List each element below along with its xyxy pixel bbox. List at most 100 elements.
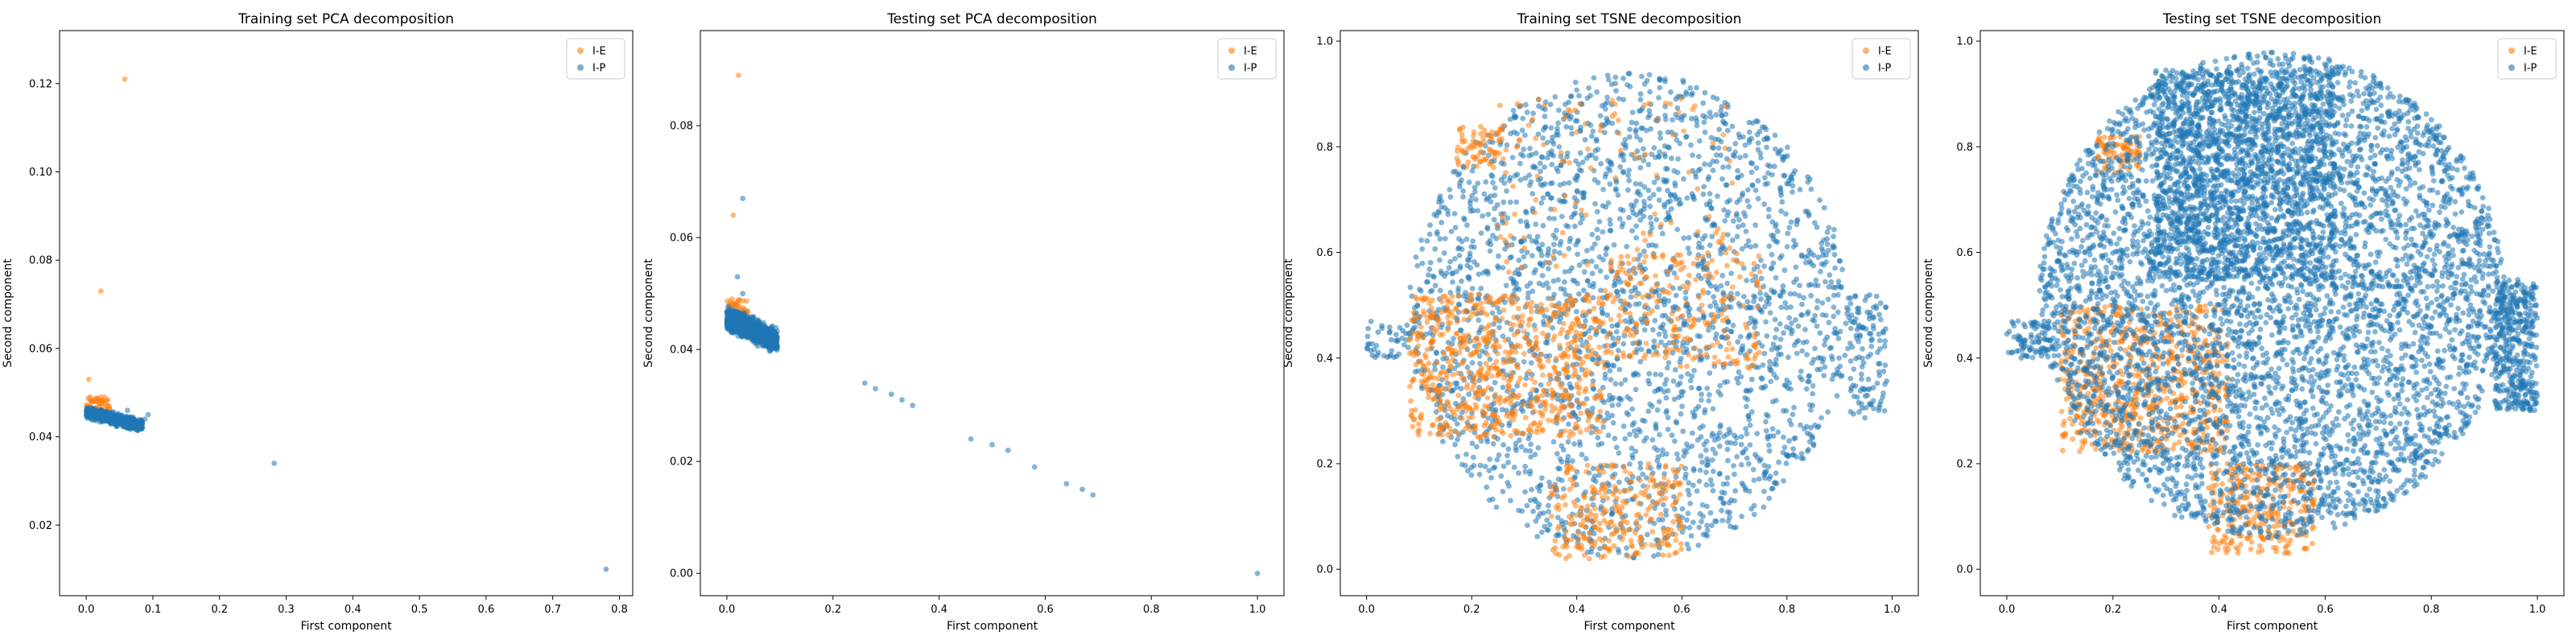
data-point [1686, 234, 1692, 241]
data-point [1424, 237, 1430, 244]
data-point [1685, 487, 1691, 493]
data-point [1662, 328, 1668, 335]
chart-title: Training set PCA decomposition [237, 11, 454, 27]
data-point [1724, 446, 1731, 452]
data-point [1641, 199, 1647, 204]
data-point [1507, 199, 1513, 205]
data-point [1685, 371, 1690, 377]
data-point [1661, 389, 1667, 395]
data-point [1612, 74, 1619, 80]
data-point [1489, 496, 1496, 502]
data-point [1630, 210, 1637, 216]
data-point [1768, 378, 1774, 385]
data-point [1639, 73, 1645, 80]
data-point [1716, 443, 1723, 449]
data-point [1688, 533, 1695, 539]
data-point [1738, 462, 1744, 468]
chart-panel-2: 0.0 0.2 0.4 0.6 0.8 1.00.000.020.040.060.08Te… [642, 11, 1285, 633]
data-point [1763, 319, 1769, 325]
data-point [93, 410, 100, 416]
data-point [1761, 350, 1768, 357]
data-point [1454, 384, 1460, 390]
data-point [1717, 382, 1724, 389]
data-point [1709, 433, 1715, 439]
data-point [1882, 381, 1888, 387]
data-point [1740, 134, 1746, 140]
data-point [1657, 130, 1663, 136]
data-point [1550, 141, 1557, 147]
data-point [1631, 202, 1637, 208]
data-point [1427, 222, 1433, 229]
data-point [1802, 208, 1809, 215]
series-i-e [724, 72, 751, 324]
data-point [1664, 365, 1670, 371]
data-point [1862, 297, 1868, 303]
data-point [1776, 459, 1782, 465]
data-point [1824, 241, 1831, 247]
data-point [1504, 188, 1509, 194]
data-point [1718, 108, 1724, 114]
data-point [1637, 464, 1644, 471]
data-point [1554, 126, 1560, 131]
data-point [1485, 270, 1491, 277]
data-point [1455, 285, 1462, 291]
data-point [1806, 378, 1812, 385]
data-point [1637, 165, 1644, 171]
data-point [1633, 235, 1639, 241]
data-point [1639, 417, 1645, 423]
data-point [1725, 457, 1731, 464]
data-point [1603, 246, 1609, 252]
data-point [1761, 263, 1767, 270]
data-point [768, 334, 774, 341]
data-point [1557, 182, 1563, 188]
legend: I-EI-P [566, 38, 625, 80]
data-point [1483, 179, 1489, 185]
data-point [1557, 466, 1563, 472]
data-point [93, 415, 99, 421]
data-point [1577, 150, 1583, 156]
data-point [1713, 152, 1719, 159]
data-point [1654, 304, 1660, 310]
data-point [1665, 144, 1671, 151]
legend-label: I-E [592, 46, 606, 58]
data-point [1746, 204, 1752, 210]
data-point [1876, 404, 1882, 411]
data-point [1566, 421, 1571, 427]
data-point [1555, 120, 1561, 126]
data-point [1880, 394, 1886, 400]
data-point [1842, 353, 1848, 358]
data-point [1513, 440, 1519, 447]
data-point [1778, 253, 1785, 259]
data-point [1748, 409, 1755, 415]
data-point [1608, 377, 1614, 383]
data-point [1530, 164, 1536, 171]
data-point [1455, 453, 1461, 460]
data-point [1488, 172, 1494, 178]
data-point [1773, 326, 1780, 332]
axes-frame [700, 30, 1285, 597]
data-point [1379, 325, 1385, 332]
data-point [1471, 454, 1476, 460]
data-point [1834, 330, 1840, 336]
data-point [1814, 298, 1821, 304]
data-point [1641, 146, 1646, 152]
data-point [1456, 184, 1463, 190]
data-point [145, 411, 151, 418]
data-point [1734, 233, 1740, 240]
data-point [1679, 506, 1686, 512]
data-point [1442, 236, 1448, 242]
data-point [1688, 385, 1695, 390]
data-point [1791, 404, 1797, 411]
data-point [1481, 191, 1488, 197]
data-point [1373, 342, 1380, 349]
data-point [1694, 488, 1700, 494]
data-point [1575, 238, 1581, 245]
data-point [1528, 360, 1534, 366]
data-point [1868, 351, 1874, 357]
data-point [1662, 113, 1668, 118]
data-point [1704, 503, 1710, 510]
data-point [1699, 391, 1705, 398]
data-point [1730, 237, 1736, 243]
data-point [1792, 168, 1798, 174]
data-point [861, 380, 868, 386]
